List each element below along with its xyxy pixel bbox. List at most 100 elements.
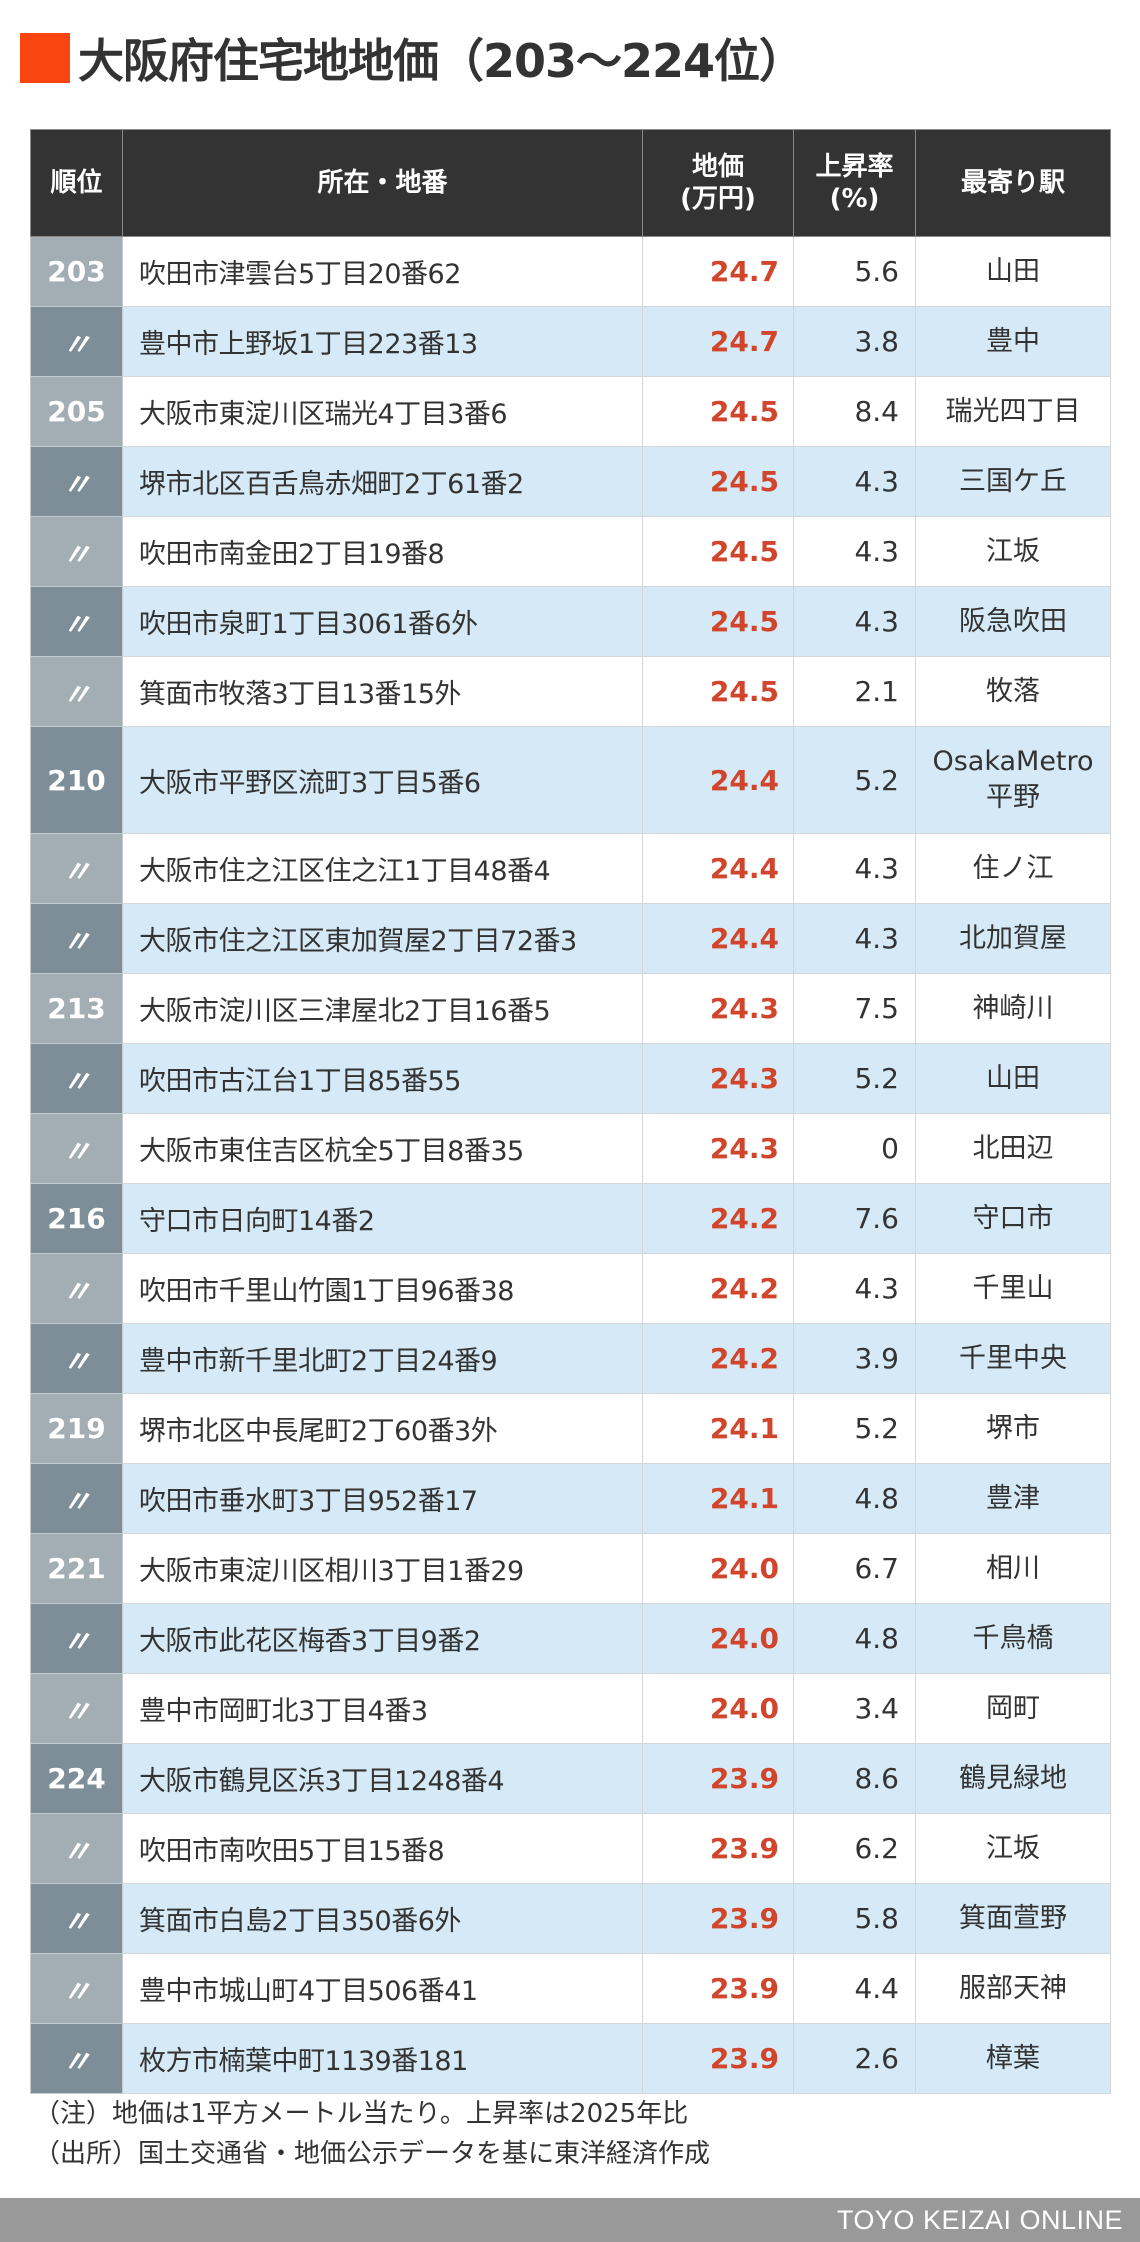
station-cell: 千里中央 (915, 1323, 1111, 1394)
station-cell: 樟葉 (915, 2023, 1111, 2094)
station-cell: 住ノ江 (915, 833, 1111, 904)
address-cell: 吹田市津雲台5丁目20番62 (122, 236, 643, 307)
address-cell: 吹田市南吹田5丁目15番8 (122, 1813, 643, 1884)
price-cell: 23.9 (642, 1883, 794, 1954)
table-body: 203 吹田市津雲台5丁目20番62 24.7 5.6 山田〃豊中市上野坂1丁目223番… (30, 236, 1111, 2094)
footer-brand: TOYO KEIZAI ONLINE (836, 2205, 1123, 2235)
rank-cell: 〃 (30, 1043, 123, 1114)
rank-cell: 〃 (30, 586, 123, 657)
rate-cell: 2.6 (793, 2023, 916, 2094)
price-cell: 24.3 (642, 1113, 794, 1184)
price-cell: 24.0 (642, 1673, 794, 1744)
price-cell: 24.1 (642, 1393, 794, 1464)
rank-cell: 〃 (30, 1883, 123, 1954)
address-cell: 大阪市此花区梅香3丁目9番2 (122, 1603, 643, 1674)
rate-cell: 7.5 (793, 973, 916, 1044)
rate-cell: 8.6 (793, 1743, 916, 1814)
station-cell: 千里山 (915, 1253, 1111, 1324)
rate-cell: 7.6 (793, 1183, 916, 1254)
table-row: 〃豊中市新千里北町2丁目24番9 24.2 3.9 千里中央 (30, 1323, 1111, 1394)
rank-cell: 〃 (30, 1603, 123, 1674)
address-cell: 大阪市東淀川区相川3丁目1番29 (122, 1533, 643, 1604)
rank-cell: 〃 (30, 1813, 123, 1884)
price-cell: 24.3 (642, 1043, 794, 1114)
rank-cell: 205 (30, 376, 123, 447)
table-row: 〃豊中市城山町4丁目506番41 23.9 4.4 服部天神 (30, 1953, 1111, 2024)
rate-cell: 4.8 (793, 1603, 916, 1674)
rank-cell: 〃 (30, 306, 123, 377)
rank-cell: 〃 (30, 1113, 123, 1184)
station-cell: 守口市 (915, 1183, 1111, 1254)
price-cell: 24.5 (642, 656, 794, 727)
rate-cell: 5.8 (793, 1883, 916, 1954)
station-cell: 豊中 (915, 306, 1111, 377)
rate-cell: 2.1 (793, 656, 916, 727)
rate-cell: 4.3 (793, 833, 916, 904)
rate-cell: 4.3 (793, 446, 916, 517)
rank-cell: 〃 (30, 446, 123, 517)
price-cell: 24.1 (642, 1463, 794, 1534)
table-row: 213 大阪市淀川区三津屋北2丁目16番5 24.3 7.5 神崎川 (30, 973, 1111, 1044)
rate-cell: 4.3 (793, 516, 916, 587)
title-accent-square (20, 33, 70, 83)
price-cell: 24.2 (642, 1183, 794, 1254)
rate-cell: 4.3 (793, 903, 916, 974)
rate-cell: 8.4 (793, 376, 916, 447)
column-header-station: 最寄り駅 (915, 129, 1111, 237)
table-header-row: 順位 所在・地番 地価 (万円) 上昇率 (%) 最寄り駅 (30, 129, 1111, 237)
rank-cell: 210 (30, 726, 123, 834)
rate-cell: 5.2 (793, 726, 916, 834)
rank-cell: 〃 (30, 1323, 123, 1394)
address-cell: 堺市北区百舌鳥赤畑町2丁61番2 (122, 446, 643, 517)
price-cell: 24.4 (642, 833, 794, 904)
station-cell: 牧落 (915, 656, 1111, 727)
address-cell: 豊中市城山町4丁目506番41 (122, 1953, 643, 2024)
table-row: 〃箕面市牧落3丁目13番15外 24.5 2.1 牧落 (30, 656, 1111, 727)
price-cell: 24.2 (642, 1323, 794, 1394)
price-cell: 23.9 (642, 2023, 794, 2094)
price-cell: 24.5 (642, 376, 794, 447)
price-cell: 23.9 (642, 1953, 794, 2024)
rank-cell: 〃 (30, 2023, 123, 2094)
table-row: 205 大阪市東淀川区瑞光4丁目3番6 24.5 8.4 瑞光四丁目 (30, 376, 1111, 447)
price-cell: 24.7 (642, 306, 794, 377)
address-cell: 枚方市楠葉中町1139番181 (122, 2023, 643, 2094)
rank-cell: 〃 (30, 1673, 123, 1744)
table-row: 〃吹田市古江台1丁目85番55 24.3 5.2 山田 (30, 1043, 1111, 1114)
table-row: 〃豊中市上野坂1丁目223番13 24.7 3.8 豊中 (30, 306, 1111, 377)
rate-cell: 0 (793, 1113, 916, 1184)
address-cell: 守口市日向町14番2 (122, 1183, 643, 1254)
footnotes: （注）地価は1平方メートル当たり。上昇率は2025年比 （出所）国土交通省・地価… (34, 2094, 710, 2174)
station-cell: 江坂 (915, 516, 1111, 587)
address-cell: 豊中市新千里北町2丁目24番9 (122, 1323, 643, 1394)
address-cell: 堺市北区中長尾町2丁60番3外 (122, 1393, 643, 1464)
price-cell: 23.9 (642, 1813, 794, 1884)
station-cell: 北田辺 (915, 1113, 1111, 1184)
rank-cell: 〃 (30, 656, 123, 727)
rank-cell: 213 (30, 973, 123, 1044)
rank-cell: 221 (30, 1533, 123, 1604)
rank-cell: 203 (30, 236, 123, 307)
price-cell: 24.4 (642, 903, 794, 974)
address-cell: 箕面市白島2丁目350番6外 (122, 1883, 643, 1954)
station-cell: 服部天神 (915, 1953, 1111, 2024)
table-row: 224 大阪市鶴見区浜3丁目1248番4 23.9 8.6 鶴見緑地 (30, 1743, 1111, 1814)
price-cell: 24.7 (642, 236, 794, 307)
table-row: 〃吹田市南吹田5丁目15番8 23.9 6.2 江坂 (30, 1813, 1111, 1884)
rank-cell: 224 (30, 1743, 123, 1814)
station-cell: 岡町 (915, 1673, 1111, 1744)
address-cell: 豊中市岡町北3丁目4番3 (122, 1673, 643, 1744)
table-row: 〃大阪市此花区梅香3丁目9番2 24.0 4.8 千鳥橋 (30, 1603, 1111, 1674)
rate-cell: 5.2 (793, 1043, 916, 1114)
rank-cell: 219 (30, 1393, 123, 1464)
address-cell: 吹田市古江台1丁目85番55 (122, 1043, 643, 1114)
column-header-rate: 上昇率 (%) (793, 129, 916, 237)
table-row: 〃大阪市住之江区東加賀屋2丁目72番3 24.4 4.3 北加賀屋 (30, 903, 1111, 974)
footer-bar: TOYO KEIZAI ONLINE (0, 2198, 1140, 2242)
rank-cell: 〃 (30, 516, 123, 587)
column-header-address: 所在・地番 (122, 129, 643, 237)
table-row: 216 守口市日向町14番2 24.2 7.6 守口市 (30, 1183, 1111, 1254)
price-cell: 23.9 (642, 1743, 794, 1814)
table-row: 〃吹田市泉町1丁目3061番6外 24.5 4.3 阪急吹田 (30, 586, 1111, 657)
station-cell: OsakaMetro 平野 (915, 726, 1111, 834)
